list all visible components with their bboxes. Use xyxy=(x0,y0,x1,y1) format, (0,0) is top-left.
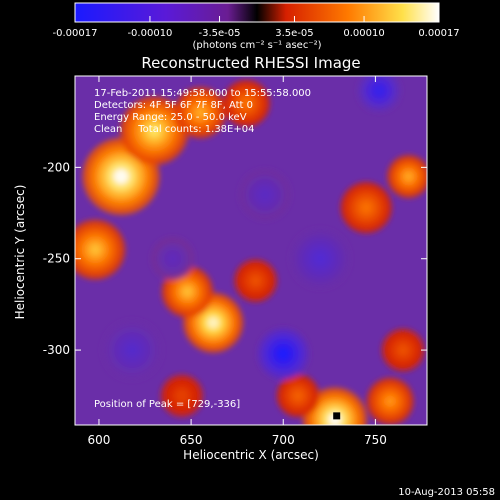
annotations: 17-Feb-2011 15:49:58.000 to 15:55:58.000… xyxy=(94,88,311,135)
colorbar-tick-label: -3.5e-05 xyxy=(199,28,241,39)
y-axis-ticks: -200 -250 -300 xyxy=(43,160,427,357)
colorbar-tick-label: -0.00017 xyxy=(53,28,98,39)
peak-label: Position of Peak = [729,-336] xyxy=(94,399,240,410)
x-tick-label: 650 xyxy=(180,433,203,447)
heatmap-blob-ring xyxy=(259,189,270,200)
heatmap-blob-ring xyxy=(278,348,289,359)
heatmap-blob xyxy=(183,293,243,353)
heatmap-blob xyxy=(174,87,226,138)
colorbar-unit-label: (photons cm⁻² s⁻¹ asec⁻²) xyxy=(192,40,321,51)
x-axis-ticks: 600 650 700 750 xyxy=(88,76,387,447)
x-tick-label: 600 xyxy=(88,433,111,447)
peak-marker xyxy=(333,412,341,420)
colorbar-tick-label: 3.5e-05 xyxy=(275,28,313,39)
chart-title: Reconstructed RHESSI Image xyxy=(141,54,360,72)
heatmap-blob xyxy=(357,76,401,112)
y-tick-label: -250 xyxy=(43,252,70,266)
heatmap-blob xyxy=(381,328,425,372)
heatmap-blob xyxy=(102,320,162,380)
y-tick-label: -200 xyxy=(43,160,70,174)
heatmap-blob-ring xyxy=(168,254,177,263)
heatmap-blobs xyxy=(75,76,427,425)
heatmap-blob xyxy=(239,169,291,221)
heatmap-blob xyxy=(120,96,189,165)
heatmap-area xyxy=(75,76,427,425)
annotation-line: Energy Range: 25.0 - 50.0 keV xyxy=(94,112,247,123)
colorbar xyxy=(74,2,440,23)
annotation-line: Clean Total counts: 1.38E+04 xyxy=(94,124,254,135)
plot-frame xyxy=(74,75,428,426)
colorbar-ticks: -0.00017 -0.00010 -3.5e-05 3.5e-05 0.00010 0.… xyxy=(53,16,460,39)
heatmap-blob-ring xyxy=(251,276,260,285)
heatmap-blob-ring xyxy=(113,168,129,185)
heatmap-blob-ring xyxy=(374,86,384,95)
heatmap-blob-ring xyxy=(293,391,303,401)
heatmap-blob xyxy=(257,328,309,380)
x-axis-label: Heliocentric X (arcsec) xyxy=(183,448,319,462)
heatmap-blob xyxy=(160,374,204,417)
timestamp: 10-Aug-2013 05:58 xyxy=(398,487,495,498)
heatmap-blob-ring xyxy=(89,243,102,256)
y-tick-label: -300 xyxy=(43,343,70,357)
heatmap-blob xyxy=(234,259,277,302)
annotation-line: 17-Feb-2011 15:49:58.000 to 15:55:58.000 xyxy=(94,88,311,99)
heatmap-blob xyxy=(366,377,414,425)
heatmap-blob-ring xyxy=(385,396,395,406)
heatmap-blob-ring xyxy=(361,202,372,213)
heatmap-blob-ring xyxy=(241,98,252,109)
x-tick-label: 750 xyxy=(364,433,387,447)
heatmap-blob-ring xyxy=(195,107,206,118)
annotation-line: Detectors: 4F 5F 6F 7F 8F, Att 0 xyxy=(94,100,253,111)
heatmap-blob xyxy=(387,155,427,198)
colorbar-tick-label: 0.00017 xyxy=(418,28,459,39)
heatmap-blob xyxy=(223,80,270,127)
heatmap-blob-ring xyxy=(177,391,187,401)
heatmap-blob-ring xyxy=(182,286,193,297)
heatmap-blob-ring xyxy=(404,172,413,181)
heatmap-blob xyxy=(340,182,392,233)
x-tick-label: 700 xyxy=(272,433,295,447)
heatmap-blob-ring xyxy=(126,344,139,357)
colorbar-tick-label: 0.00010 xyxy=(343,28,384,39)
heatmap-blob-ring xyxy=(207,316,220,329)
heatmap-blob-ring xyxy=(147,124,162,138)
y-axis-label: Heliocentric Y (arcsec) xyxy=(13,185,27,320)
heatmap-blob xyxy=(151,237,194,280)
heatmap-blob xyxy=(276,374,320,417)
heatmap-blob-ring xyxy=(398,345,408,355)
heatmap-blob xyxy=(75,219,125,280)
colorbar-tick-label: -0.00010 xyxy=(127,28,172,39)
heatmap-blob-ring xyxy=(314,252,327,265)
heatmap-blob xyxy=(290,229,350,289)
